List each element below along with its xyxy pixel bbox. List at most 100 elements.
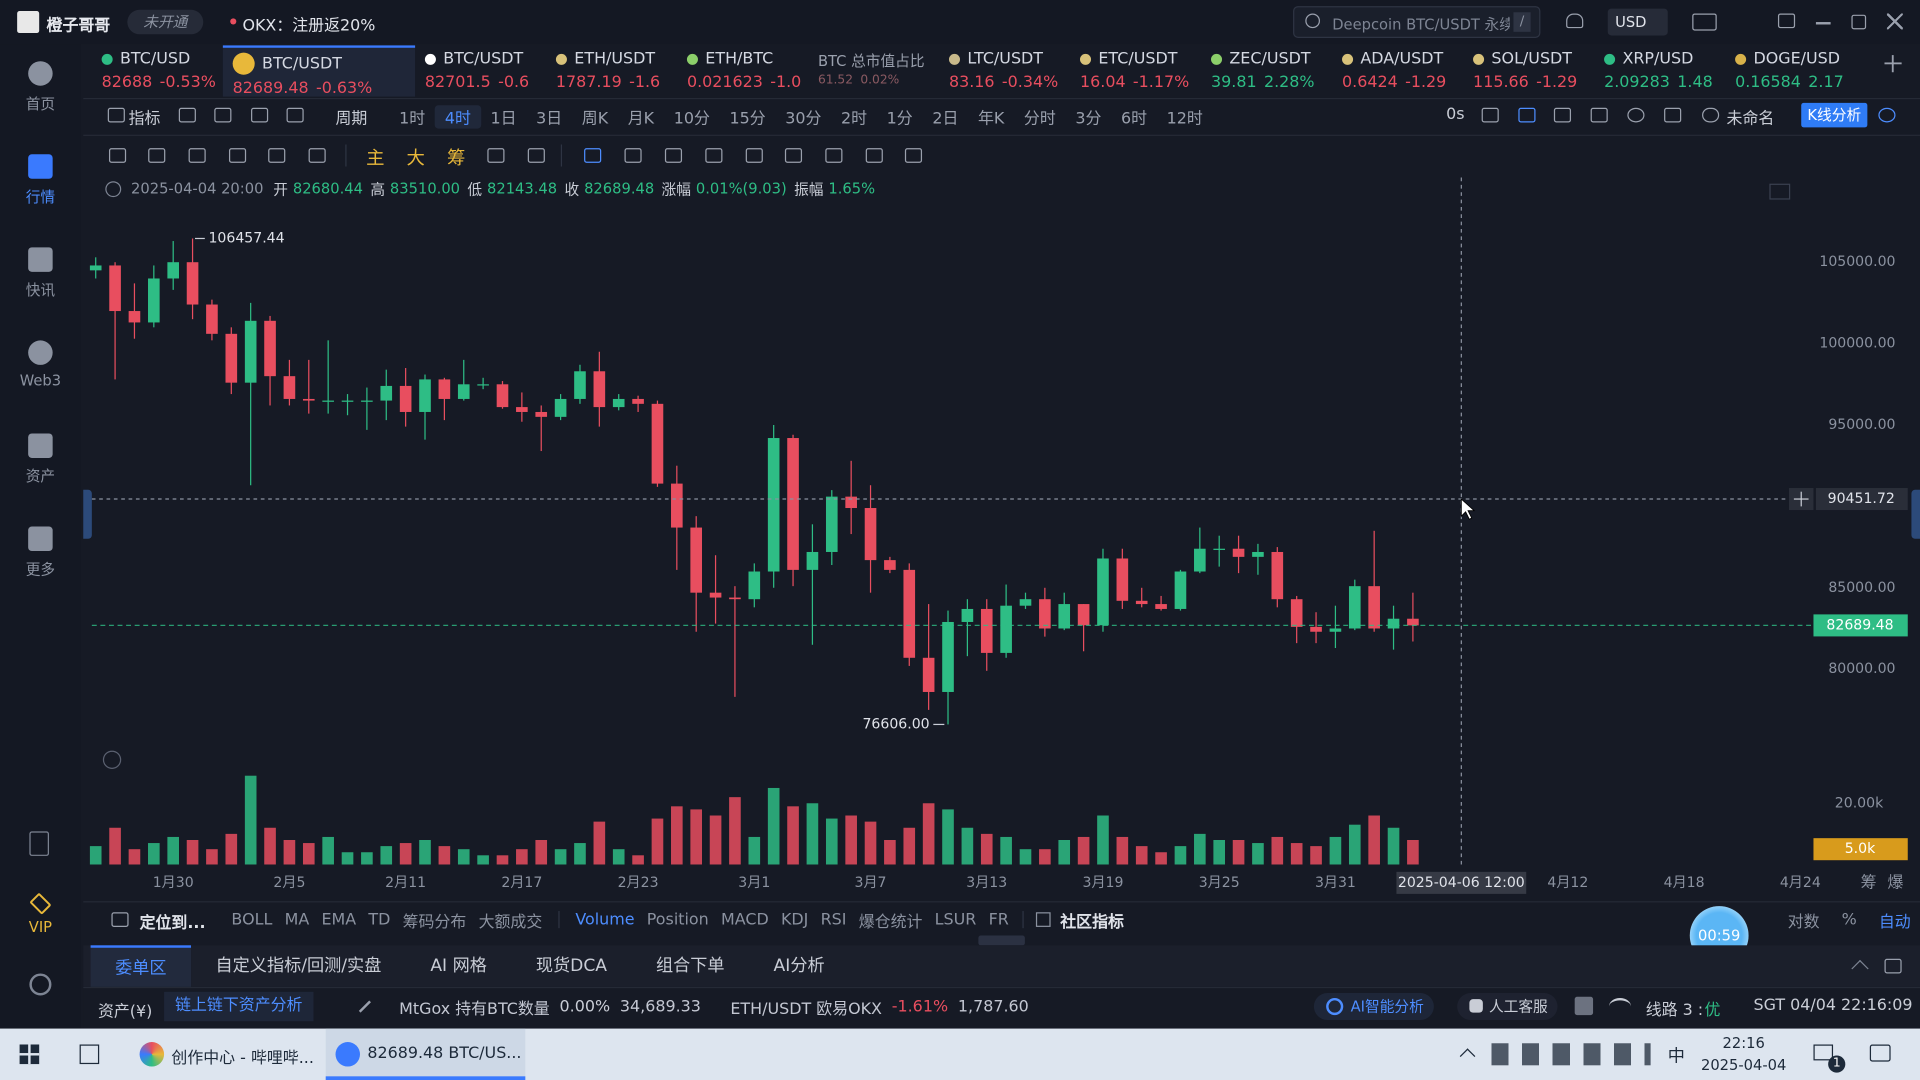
interval-button[interactable]: 月K (627, 109, 655, 128)
scale-option[interactable]: % (1841, 910, 1857, 929)
window-close[interactable] (1886, 13, 1903, 30)
scale-option[interactable]: 自动 (1878, 912, 1911, 932)
ticker[interactable]: BTC/USDT 82689.48 -0.63% (222, 45, 416, 97)
bottom-tab[interactable]: 自定义指标/回测/实盘 (215, 956, 382, 976)
calendar-icon[interactable] (178, 107, 196, 123)
sidebar-icon[interactable] (28, 61, 53, 86)
period-button[interactable]: 周期 (335, 110, 368, 129)
volume-toggle[interactable] (102, 750, 122, 769)
draw-tool[interactable] (584, 148, 602, 163)
indicator-tab[interactable]: TD (368, 910, 391, 929)
community-indicator[interactable]: 社区指标 (1060, 912, 1124, 932)
indicator-tab[interactable]: MACD (721, 910, 769, 929)
draw-tool[interactable] (705, 148, 723, 163)
indicator-tab[interactable]: 筹码分布 (402, 912, 467, 932)
camera-icon[interactable] (1481, 107, 1499, 123)
ticker[interactable]: BTC/USD 82688 -0.53% (92, 45, 223, 96)
replay-icon[interactable] (251, 107, 269, 123)
draw-tool[interactable] (188, 148, 206, 163)
ticker[interactable]: DOGE/USD 0.16584 2.17 (1725, 45, 1856, 96)
popout-panel[interactable] (1884, 958, 1902, 974)
draw-tool[interactable] (527, 148, 545, 163)
interval-button[interactable]: 2日 (932, 109, 959, 128)
ime-indicator[interactable]: 中 (1667, 1046, 1685, 1067)
notification-icon[interactable] (1813, 1044, 1834, 1061)
tray-time[interactable]: 22:16 (1722, 1034, 1765, 1052)
indicator-tab[interactable]: Volume (575, 910, 635, 929)
ticker[interactable]: ETC/USDT 16.04 -1.17% (1070, 45, 1201, 96)
window-maximize[interactable] (1851, 14, 1867, 30)
scale-option[interactable]: 对数 (1787, 912, 1820, 932)
sidebar-icon[interactable] (28, 340, 53, 365)
right-panel-handle[interactable] (1911, 489, 1920, 539)
locate-button[interactable]: 定位到... (139, 914, 206, 934)
ticker[interactable]: ETH/USDT 1787.19 -1.6 (546, 45, 677, 96)
template-icon[interactable] (1553, 107, 1572, 123)
ticker[interactable]: LTC/USDT 83.16 -0.34% (939, 45, 1070, 96)
ticker[interactable]: BTC/USDT 82701.5 -0.6 (415, 45, 546, 96)
ticker[interactable]: SOL/USDT 115.66 -1.29 (1463, 45, 1594, 96)
sidebar-label[interactable]: 资产 (25, 467, 56, 485)
draw-tool[interactable] (745, 148, 763, 163)
ticker[interactable]: XRP/USD 2.09283 1.48 (1594, 45, 1725, 96)
edit-icon[interactable] (358, 1000, 371, 1013)
draw-tool[interactable] (904, 148, 923, 163)
indicator-tab[interactable]: EMA (321, 910, 357, 929)
asset-analysis-button[interactable]: 链上链下资产分析 (164, 991, 314, 1022)
interval-button[interactable]: 15分 (729, 109, 766, 128)
draw-tool[interactable] (108, 148, 127, 163)
collapse-info[interactable] (105, 181, 122, 198)
draw-tool[interactable] (784, 148, 803, 163)
draw-tool[interactable] (664, 148, 683, 163)
draw-tool[interactable] (308, 148, 326, 163)
pane-resize-handle[interactable] (978, 935, 1025, 946)
interval-button[interactable]: 3分 (1075, 109, 1102, 128)
start-button[interactable] (19, 1044, 40, 1065)
sidebar-label[interactable]: 首页 (25, 95, 56, 113)
window-pin[interactable] (1777, 13, 1796, 29)
tray-icons[interactable] (1491, 1043, 1651, 1066)
indicator-tab[interactable]: BOLL (231, 910, 273, 929)
sidebar-icon[interactable] (28, 526, 53, 552)
indicator-tab[interactable]: RSI (820, 910, 847, 929)
interval-button[interactable]: 6时 (1121, 109, 1148, 128)
add-ticker[interactable] (1883, 53, 1903, 74)
search-box[interactable] (1293, 6, 1541, 38)
action-center[interactable] (1869, 1044, 1891, 1062)
vip-label[interactable]: VIP (28, 918, 53, 936)
window-title[interactable]: 创作中心 - 哔哩哔... (171, 1049, 314, 1068)
sidebar-label[interactable]: 快讯 (25, 281, 56, 299)
draw-tool[interactable] (148, 148, 166, 163)
interval-button[interactable]: 1日 (490, 109, 517, 128)
bottom-tab[interactable]: AI 网格 (430, 956, 487, 976)
help-icon[interactable] (1574, 996, 1594, 1016)
settings-icon[interactable] (1627, 107, 1645, 123)
pen-icon[interactable] (1518, 107, 1536, 123)
promo-text[interactable]: OKX：注册返20% (242, 17, 376, 36)
sidebar-icon[interactable] (28, 247, 53, 272)
bottom-tab[interactable]: 委单区 (90, 945, 192, 987)
ticker[interactable]: ETH/BTC 0.021623 -1.0 (677, 45, 808, 96)
draw-tool[interactable] (228, 148, 247, 163)
draw-tool[interactable] (825, 148, 843, 163)
membership-badge[interactable]: 未开通 (127, 9, 204, 35)
bottom-tab[interactable]: 组合下单 (656, 956, 725, 976)
draw-tool-label[interactable]: 主 (366, 146, 385, 169)
indicator-tab[interactable]: LSUR (934, 910, 977, 929)
interval-button[interactable]: 10分 (673, 109, 710, 128)
layout-name[interactable]: 未命名 (1726, 110, 1775, 129)
settings-icon[interactable] (29, 973, 52, 996)
interval-button[interactable]: 周K (581, 109, 609, 128)
indicator-button[interactable]: 指标 (128, 110, 161, 129)
interval-button[interactable]: 2时 (841, 109, 868, 128)
draw-tool[interactable] (624, 148, 642, 163)
bell-icon[interactable] (1566, 13, 1584, 29)
interval-button[interactable]: 4时 (435, 104, 481, 128)
draw-tool[interactable] (268, 148, 286, 163)
window-minimize[interactable] (1815, 22, 1831, 24)
mail-icon[interactable] (1692, 13, 1717, 31)
interval-button[interactable]: 3日 (536, 109, 563, 128)
expand-chart[interactable] (1769, 183, 1791, 200)
sidebar-label[interactable]: 行情 (25, 188, 56, 206)
indicator-tab[interactable]: 大额成交 (478, 912, 543, 932)
